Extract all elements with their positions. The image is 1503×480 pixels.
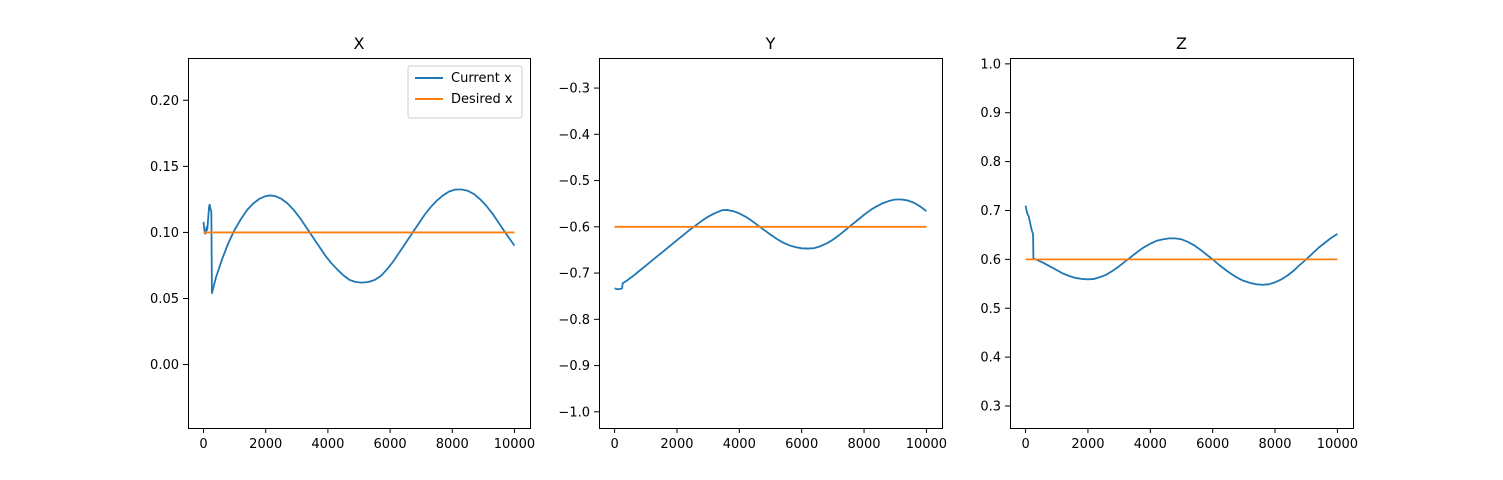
y-tick-label: −0.8 bbox=[558, 313, 590, 328]
y-tick-label: 0.8 bbox=[980, 155, 1001, 170]
chart-title: X bbox=[354, 34, 365, 53]
y-tick-label: 0.6 bbox=[980, 253, 1001, 268]
chart-title: Z bbox=[1176, 34, 1187, 53]
legend-label: Current x bbox=[451, 71, 512, 86]
x-tick-label: 10000 bbox=[906, 437, 947, 452]
y-tick-label: 0.20 bbox=[150, 94, 179, 109]
x-tick-label: 0 bbox=[610, 437, 618, 452]
y-tick-label: −0.6 bbox=[558, 220, 590, 235]
x-tick-label: 4000 bbox=[1134, 437, 1167, 452]
chart-title: Y bbox=[765, 34, 776, 53]
x-tick-label: 4000 bbox=[311, 437, 344, 452]
y-tick-label: −0.9 bbox=[558, 359, 590, 374]
x-tick-label: 4000 bbox=[723, 437, 756, 452]
y-tick-label: 0.00 bbox=[150, 358, 179, 373]
x-tick-label: 2000 bbox=[1071, 437, 1104, 452]
y-tick-label: 0.10 bbox=[150, 226, 179, 241]
x-tick-label: 6000 bbox=[374, 437, 407, 452]
axes-frame bbox=[188, 58, 531, 429]
y-tick-label: 0.9 bbox=[980, 106, 1001, 121]
x-tick-label: 0 bbox=[1021, 437, 1029, 452]
x-tick-label: 8000 bbox=[436, 437, 469, 452]
y-tick-label: −0.3 bbox=[558, 82, 590, 97]
y-tick-label: −1.0 bbox=[558, 405, 590, 420]
x-tick-label: 6000 bbox=[785, 437, 818, 452]
y-tick-label: −0.4 bbox=[558, 128, 590, 143]
x-tick-label: 2000 bbox=[249, 437, 282, 452]
x-tick-label: 10000 bbox=[1317, 437, 1358, 452]
y-tick-label: 1.0 bbox=[980, 57, 1001, 72]
x-tick-label: 10000 bbox=[494, 437, 535, 452]
x-tick-label: 0 bbox=[199, 437, 207, 452]
y-tick-label: −0.7 bbox=[558, 267, 590, 282]
axes-frame bbox=[599, 58, 943, 429]
y-tick-label: 0.3 bbox=[980, 400, 1001, 415]
x-tick-label: 8000 bbox=[1258, 437, 1291, 452]
panel-x: X 0 2000 4000 6000 8000 10000 0.00 0.05 0.10 0.15 0… bbox=[150, 34, 535, 452]
series-line-current bbox=[614, 198, 927, 291]
legend: Current x Desired x bbox=[407, 65, 523, 119]
panel-z: Z 0 2000 4000 6000 8000 10000 0.3 0.4 0.5 0.6 0.7 0.… bbox=[980, 34, 1358, 452]
y-tick-label: 0.05 bbox=[150, 292, 179, 307]
axes-frame bbox=[1010, 58, 1354, 429]
y-tick-label: 0.4 bbox=[980, 351, 1001, 366]
series-line-current bbox=[1024, 205, 1338, 286]
x-tick-label: 2000 bbox=[660, 437, 693, 452]
x-tick-label: 8000 bbox=[847, 437, 880, 452]
y-tick-label: 0.7 bbox=[980, 204, 1001, 219]
y-tick-label: −0.5 bbox=[558, 174, 590, 189]
series-line-current bbox=[202, 188, 516, 295]
legend-label: Desired x bbox=[451, 92, 513, 107]
y-tick-label: 0.15 bbox=[150, 160, 179, 175]
x-tick-label: 6000 bbox=[1196, 437, 1229, 452]
y-tick-label: 0.5 bbox=[980, 302, 1001, 317]
panel-y: Y 0 2000 4000 6000 8000 10000 −1.0 −0.9 −0.8 −0.7 −… bbox=[558, 34, 947, 452]
